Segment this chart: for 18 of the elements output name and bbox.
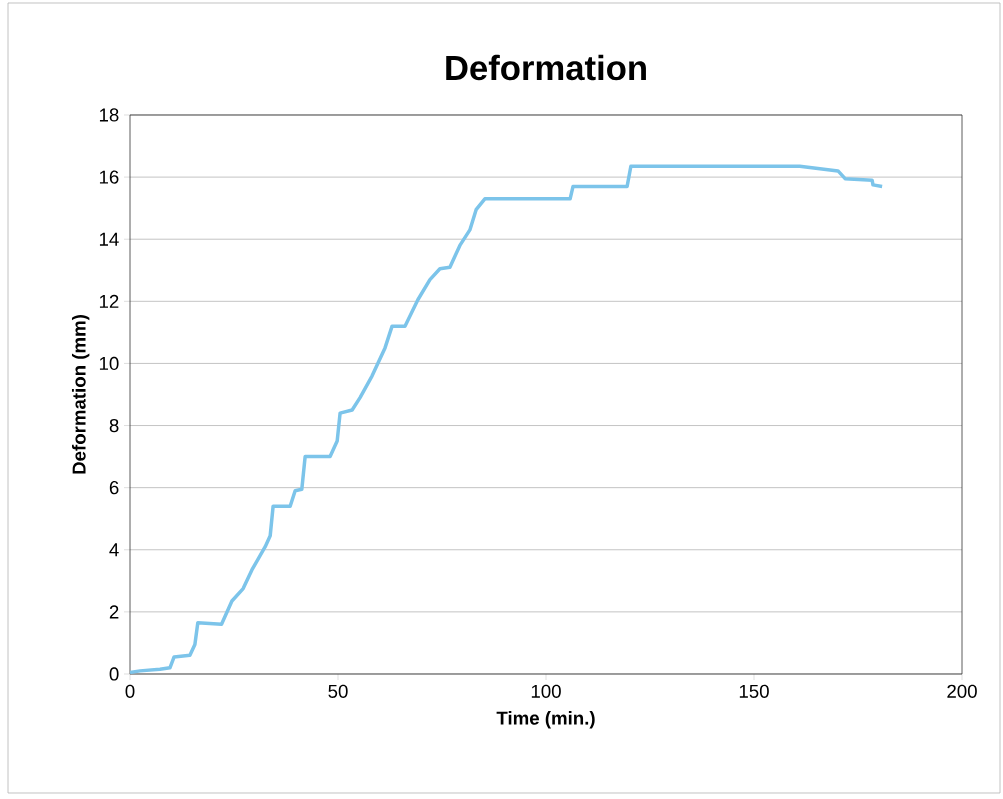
y-tick-label: 12: [99, 294, 119, 308]
y-tick-label: 16: [99, 170, 119, 184]
y-tick-label: 2: [109, 605, 119, 619]
x-axis-title: Time (min.): [496, 711, 595, 729]
x-tick-label: 100: [531, 684, 561, 698]
x-tick-label: 150: [739, 684, 769, 698]
y-tick-label: 4: [109, 543, 119, 557]
chart-title: Deformation: [446, 54, 646, 81]
y-tick-label: 0: [109, 667, 119, 681]
y-tick-label: 8: [109, 418, 119, 433]
y-axis-title: Deformation (mm): [71, 315, 90, 474]
x-tick-label: 50: [328, 684, 348, 698]
x-tick-label: 0: [125, 684, 135, 698]
y-tick-label: 18: [99, 108, 119, 122]
y-tick-label: 14: [99, 232, 119, 246]
y-tick-label: 10: [99, 356, 119, 371]
x-tick-label: 200: [947, 684, 977, 698]
y-tick-label: 6: [109, 481, 119, 495]
